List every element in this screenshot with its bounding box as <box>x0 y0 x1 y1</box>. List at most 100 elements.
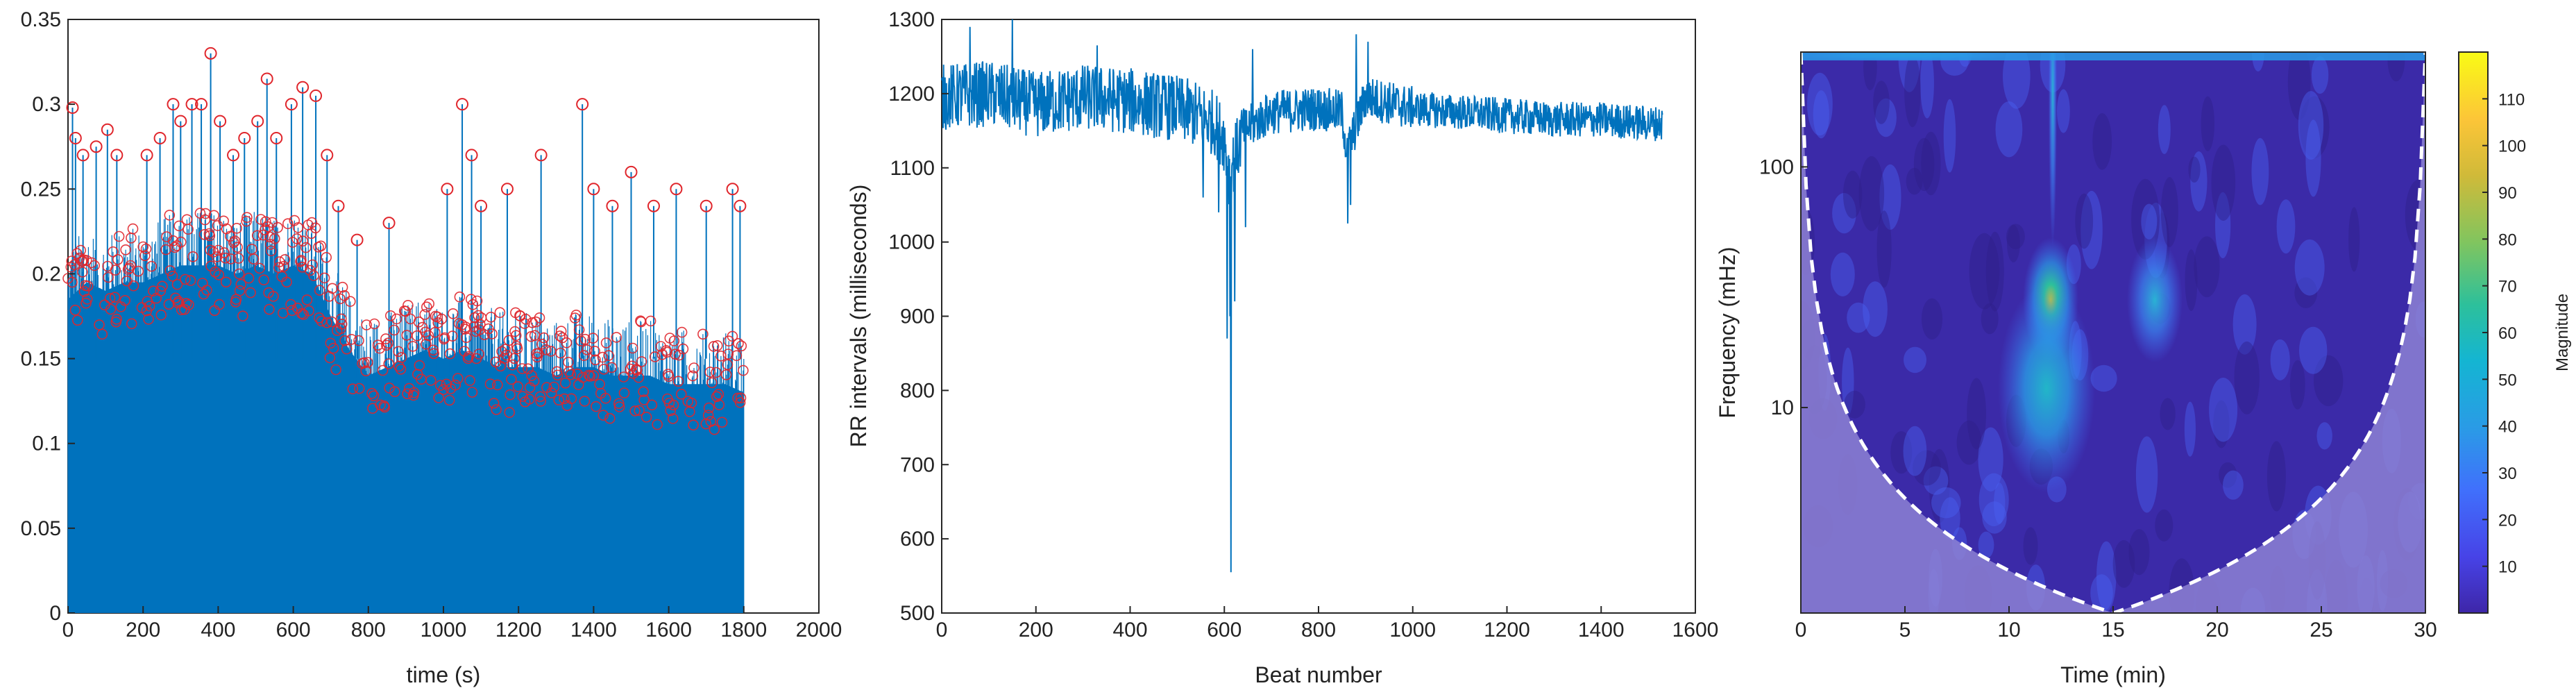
stem-marker <box>78 286 90 297</box>
stem-marker <box>554 330 566 342</box>
peak-marker <box>140 149 153 162</box>
stem-marker <box>423 330 434 342</box>
stem-marker <box>81 255 92 266</box>
stem-marker <box>208 210 220 221</box>
stem-marker <box>551 366 563 378</box>
y-tick-label: 0 <box>49 602 61 625</box>
texture-streak <box>2348 207 2360 272</box>
line-chart-panel: 0 200 400 600 800 1000 1200 1400 1600 500 600 700 80… <box>846 8 1718 687</box>
marker-series <box>62 47 749 435</box>
stem-marker <box>148 285 159 297</box>
stem-marker <box>272 221 283 233</box>
stem-marker <box>419 309 431 320</box>
stem-marker <box>167 270 178 282</box>
stem-marker <box>618 387 630 398</box>
stem-marker <box>108 246 119 258</box>
stem-marker <box>201 285 212 296</box>
stem-marker <box>552 369 564 381</box>
cone-of-influence-line <box>1801 52 2425 613</box>
x-tick-label: 1200 <box>1484 619 1530 641</box>
peak-marker <box>66 101 79 115</box>
texture-streak <box>1847 302 1870 333</box>
stem-marker <box>582 344 593 355</box>
texture-streak <box>1879 164 1901 230</box>
texture-streak <box>1985 231 2004 312</box>
stem-marker <box>169 242 180 253</box>
stem-marker <box>380 339 392 351</box>
stem-marker <box>205 244 216 256</box>
texture-streak <box>1898 52 1921 92</box>
stem-marker <box>298 309 310 320</box>
texture-streak <box>2007 224 2020 262</box>
stem-marker <box>638 386 650 397</box>
stem-marker <box>697 328 709 340</box>
scalogram-feature <box>2127 237 2183 363</box>
stem-marker <box>473 349 484 360</box>
texture-streak <box>2160 398 2176 430</box>
stem-marker <box>170 292 181 304</box>
colorbar-tick-label: 90 <box>2498 184 2517 203</box>
stem-marker <box>684 406 695 417</box>
stem-marker <box>636 356 647 367</box>
stem-marker <box>296 308 307 319</box>
stem-marker <box>257 229 269 241</box>
stem-marker <box>561 337 573 349</box>
stem-marker <box>104 292 116 304</box>
peak-marker <box>101 123 114 136</box>
stem-marker <box>504 407 516 418</box>
stem-marker <box>541 344 552 355</box>
stem-marker <box>554 347 566 359</box>
stem-marker <box>341 343 353 355</box>
stem-marker <box>559 377 571 389</box>
x-tick-label: 600 <box>1207 619 1242 641</box>
stem-marker <box>503 335 515 346</box>
texture-streak <box>1940 52 1969 76</box>
texture-streak <box>1978 427 2003 492</box>
stem-marker <box>260 216 271 228</box>
peak-marker <box>625 165 638 178</box>
stem-marker <box>389 386 400 398</box>
y-tick-label: 0.3 <box>32 93 61 116</box>
stem-marker <box>687 370 699 382</box>
stem-marker <box>667 413 679 424</box>
stem-marker <box>321 317 332 328</box>
texture-streak <box>1873 81 1890 124</box>
texture-streak <box>2294 239 2325 296</box>
stem-marker <box>512 381 524 392</box>
peak-marker <box>195 98 208 111</box>
stem-marker <box>198 288 210 300</box>
stem-marker <box>505 389 516 401</box>
stem-marker <box>507 359 518 371</box>
stem-marker <box>289 215 300 226</box>
texture-streak <box>2232 294 2257 355</box>
stem-marker <box>645 315 656 327</box>
stem-marker <box>321 251 332 263</box>
stem-marker <box>702 410 714 421</box>
stem-marker <box>155 309 167 321</box>
stem-marker <box>535 396 547 407</box>
x-tick-label: 600 <box>276 619 311 641</box>
stem-marker <box>183 299 194 310</box>
stem-marker <box>510 330 522 342</box>
stem-marker <box>219 252 231 264</box>
stem-marker <box>536 338 548 350</box>
texture-streak <box>2305 119 2321 197</box>
stem-marker <box>231 222 243 234</box>
texture-streak <box>2141 203 2158 240</box>
colorbar-tick-label: 100 <box>2498 137 2526 156</box>
texture-streak <box>2294 277 2318 308</box>
stem-marker <box>587 333 599 344</box>
stem-marker <box>613 401 625 412</box>
x-tick-label: 1000 <box>1389 619 1436 641</box>
stem-marker <box>511 343 523 355</box>
stem-marker <box>716 417 728 428</box>
stem-marker <box>603 350 614 361</box>
stem-marker <box>214 299 225 310</box>
stem-marker <box>77 267 88 278</box>
stem-marker <box>485 311 497 323</box>
x-tick-label: 10 <box>1997 619 2020 641</box>
texture-streak <box>2112 540 2135 588</box>
stem-marker <box>109 292 121 303</box>
stem-marker <box>436 313 448 325</box>
texture-streak <box>1931 487 1961 519</box>
